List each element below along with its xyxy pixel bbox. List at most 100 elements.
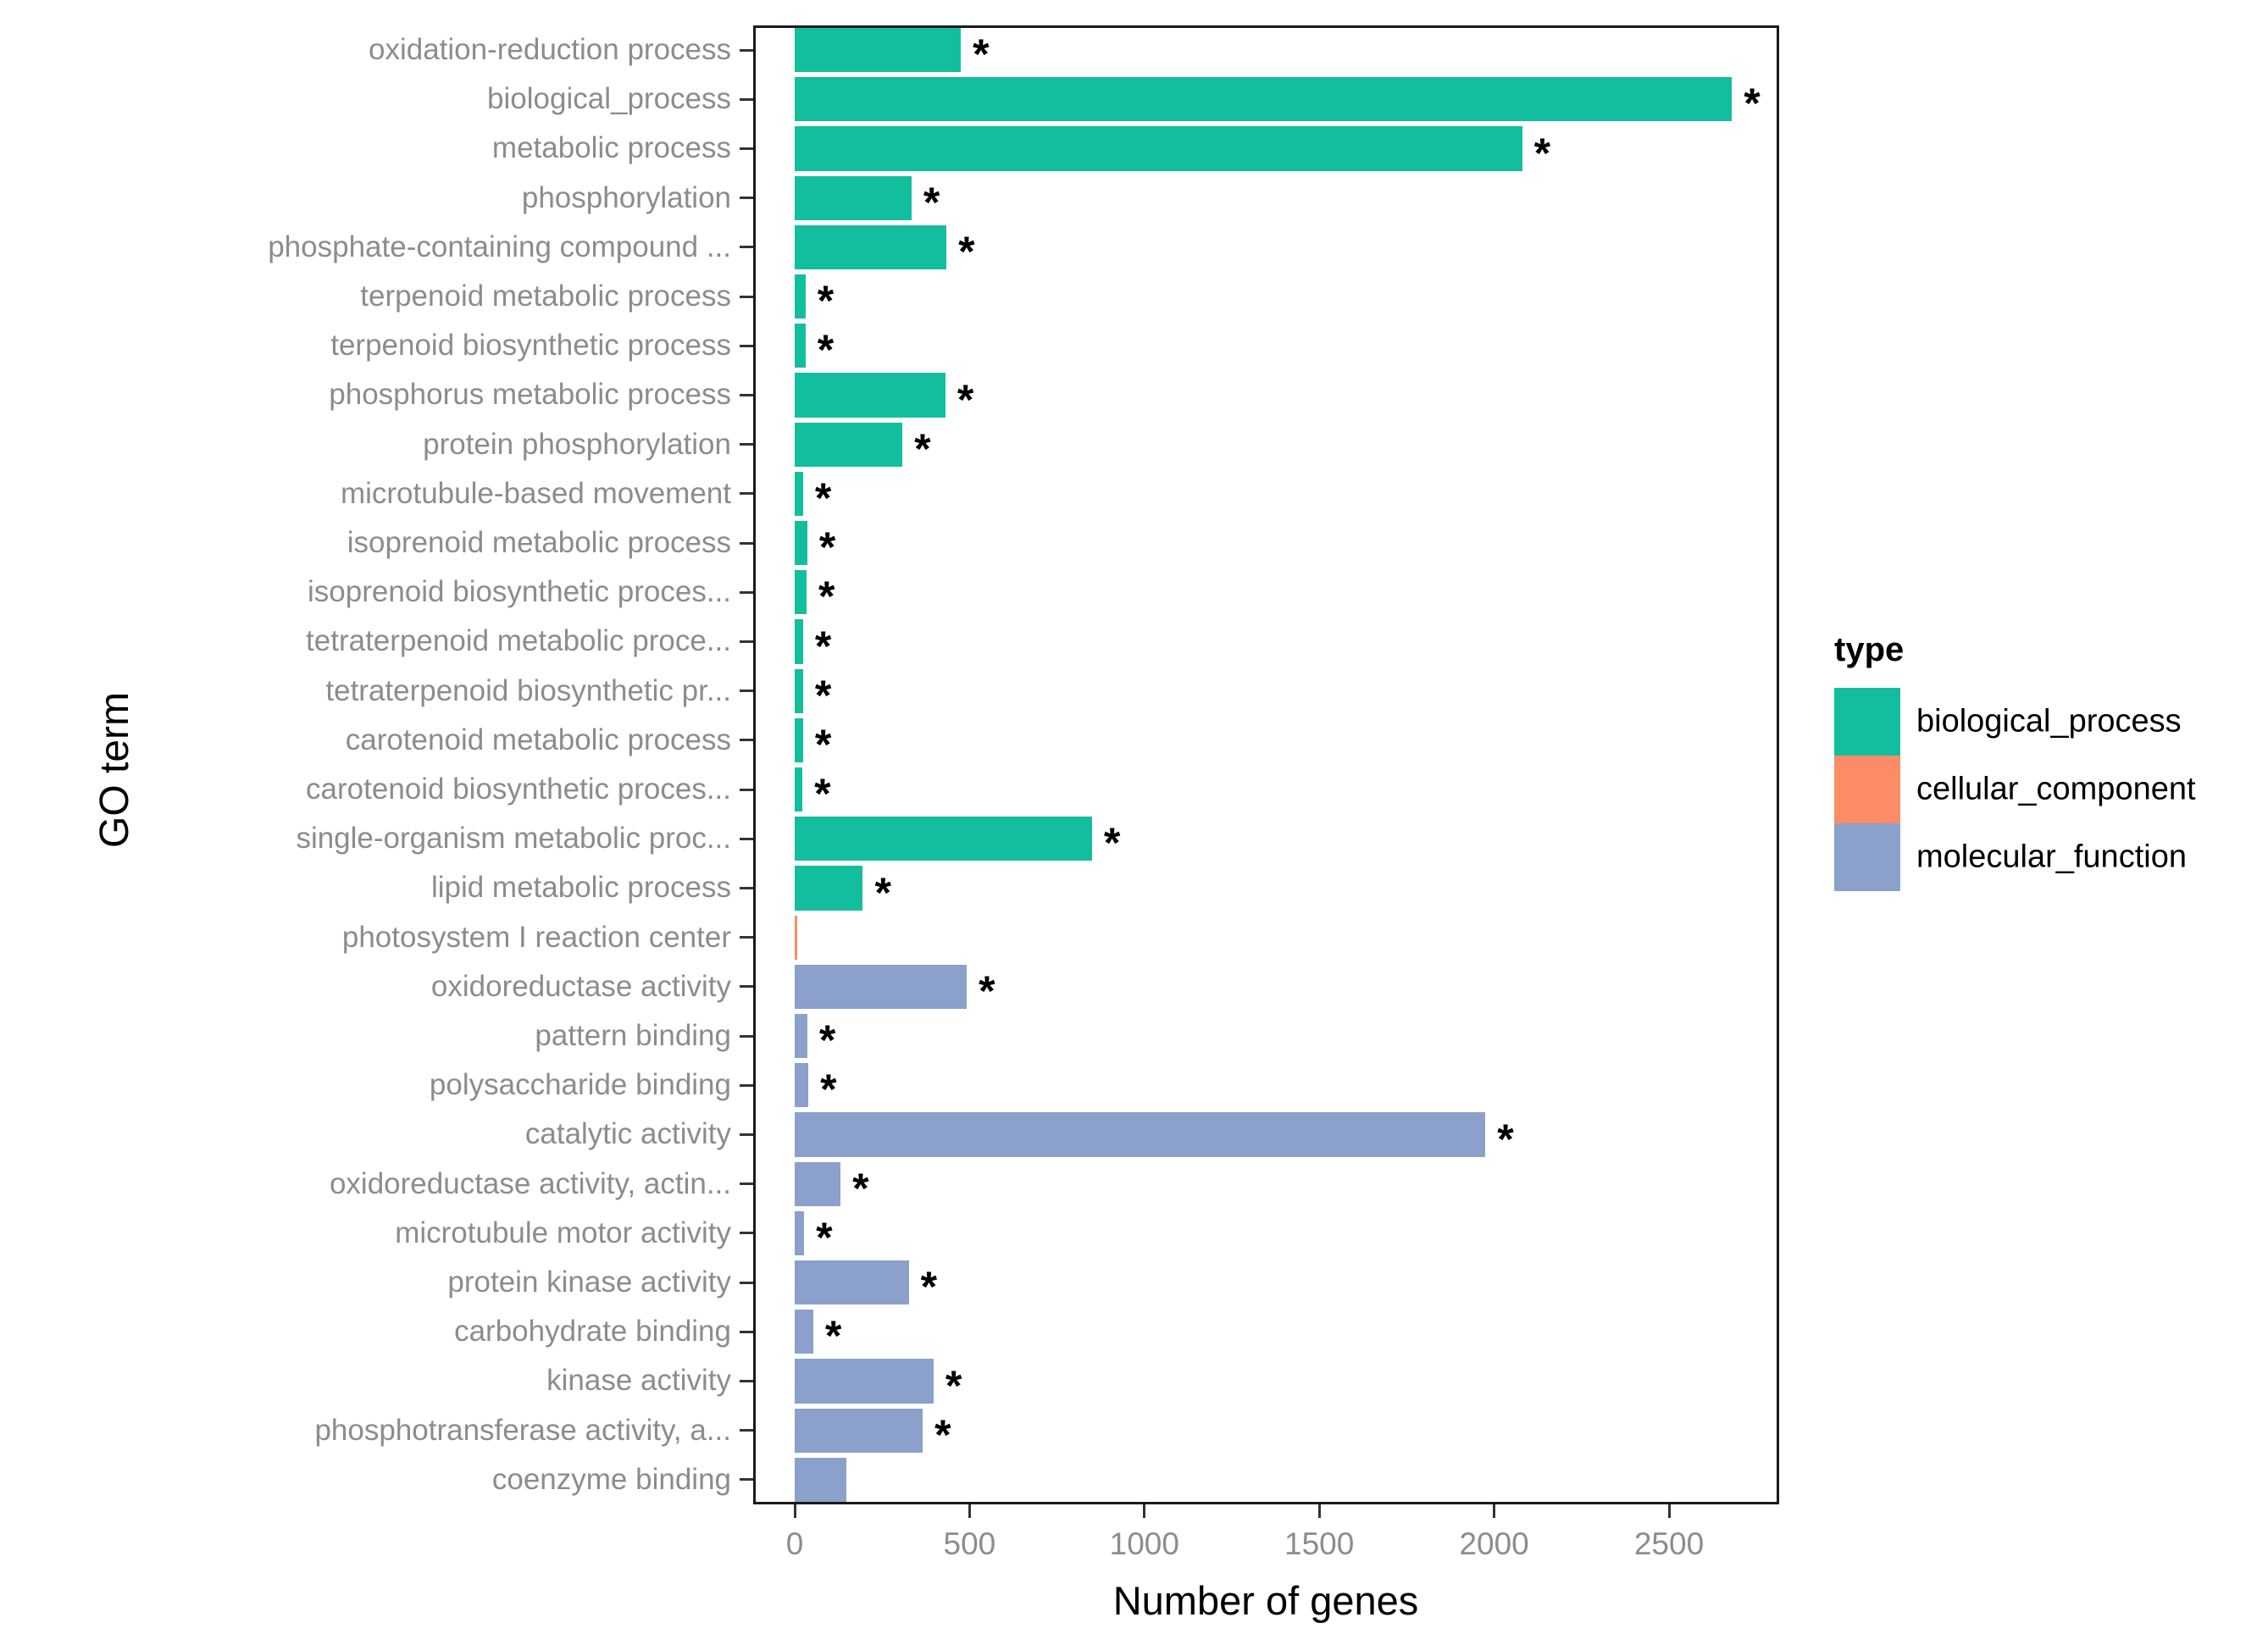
bar xyxy=(795,1310,813,1354)
significance-star: * xyxy=(973,30,990,79)
y-axis-label: pattern binding xyxy=(535,1019,731,1052)
significance-star: * xyxy=(934,1410,951,1459)
bar xyxy=(795,324,806,368)
x-tick-label: 2500 xyxy=(1633,1526,1705,1561)
y-tick-mark xyxy=(740,690,753,693)
y-axis-label: phosphotransferase activity, a... xyxy=(314,1413,731,1447)
significance-star: * xyxy=(818,1016,836,1065)
x-tick-mark xyxy=(1317,1504,1321,1518)
bar xyxy=(795,28,962,73)
y-tick-mark xyxy=(740,1429,753,1432)
y-axis-label: phosphate-containing compound ... xyxy=(268,230,731,263)
legend-label: biological_process xyxy=(1916,703,2182,739)
y-tick-mark xyxy=(740,443,753,446)
bar xyxy=(795,964,968,1009)
y-tick-mark xyxy=(740,246,753,249)
significance-star: * xyxy=(818,523,836,572)
y-tick-mark xyxy=(740,492,753,496)
y-axis-label: protein phosphorylation xyxy=(423,427,731,461)
bar xyxy=(795,1112,1486,1157)
legend-label: molecular_function xyxy=(1916,839,2187,875)
y-tick-mark xyxy=(740,936,753,939)
y-tick-mark xyxy=(740,394,753,396)
bar xyxy=(795,619,803,664)
significance-star: * xyxy=(1497,1115,1514,1163)
y-tick-mark xyxy=(740,1380,753,1382)
significance-star: * xyxy=(852,1164,869,1212)
bar xyxy=(795,1014,807,1059)
y-tick-mark xyxy=(740,97,753,101)
y-axis-label: terpenoid biosynthetic process xyxy=(330,329,731,363)
y-axis-label: microtubule-based movement xyxy=(340,476,731,510)
bar xyxy=(795,767,803,812)
significance-star: * xyxy=(914,424,931,473)
y-tick-mark xyxy=(740,48,753,52)
x-tick-mark xyxy=(1143,1504,1146,1518)
y-axis-label: phosphorylation xyxy=(521,180,731,214)
bar xyxy=(795,915,798,960)
legend-label: cellular_component xyxy=(1916,771,2196,807)
bar xyxy=(795,175,912,220)
legend-title: type xyxy=(1834,631,1905,668)
y-axis-label: oxidoreductase activity xyxy=(430,969,731,1003)
y-tick-mark xyxy=(740,1133,753,1136)
bar xyxy=(795,1457,847,1502)
y-tick-mark xyxy=(740,590,753,594)
significance-star: * xyxy=(814,720,832,768)
x-tick-mark xyxy=(1493,1504,1496,1518)
x-axis-title: Number of genes xyxy=(1112,1578,1419,1623)
bar xyxy=(795,422,903,467)
y-axis-label: single-organism metabolic proc... xyxy=(296,822,731,856)
legend-entry: biological_process xyxy=(1834,688,2268,756)
legend-entry: cellular_component xyxy=(1834,756,2268,823)
significance-star: * xyxy=(824,1312,842,1360)
y-axis-label: oxidoreductase activity, actin... xyxy=(329,1166,731,1200)
legend-swatch-molecular-function xyxy=(1834,823,1900,891)
y-tick-mark xyxy=(740,837,753,840)
x-tick-label: 1500 xyxy=(1284,1526,1355,1561)
significance-star: * xyxy=(979,967,995,1015)
y-axis-label: photosystem I reaction center xyxy=(341,920,731,954)
bar xyxy=(795,1260,909,1305)
significance-star: * xyxy=(1103,819,1121,867)
y-axis-label: lipid metabolic process xyxy=(430,871,731,905)
y-tick-mark xyxy=(740,295,753,298)
bar xyxy=(795,668,803,713)
y-tick-mark xyxy=(740,887,753,889)
y-tick-mark xyxy=(740,1183,753,1186)
legend: type biological_process cellular_compone… xyxy=(1834,631,2268,891)
y-tick-mark xyxy=(740,788,753,791)
y-tick-mark xyxy=(740,1478,753,1482)
y-axis-label: biological_process xyxy=(487,82,731,116)
y-axis-label: polysaccharide binding xyxy=(429,1068,731,1102)
significance-star: * xyxy=(814,770,831,818)
bar xyxy=(795,1408,923,1453)
y-axis-label: tetraterpenoid metabolic proce... xyxy=(306,624,731,658)
y-tick-mark xyxy=(740,147,753,150)
y-tick-mark xyxy=(740,1281,753,1284)
legend-swatch-cellular-component xyxy=(1834,756,1900,823)
bar xyxy=(795,1063,809,1108)
significance-star: * xyxy=(874,868,891,917)
significance-star: * xyxy=(958,227,975,275)
y-axis-label: microtubule motor activity xyxy=(395,1216,731,1249)
y-tick-mark xyxy=(740,1330,753,1333)
significance-star: * xyxy=(816,1213,833,1261)
y-axis-label: catalytic activity xyxy=(524,1117,731,1151)
y-tick-mark xyxy=(740,344,753,347)
x-tick-mark xyxy=(1667,1504,1671,1518)
bar xyxy=(795,126,1522,171)
significance-star: * xyxy=(923,178,940,226)
bar xyxy=(795,471,803,516)
significance-star: * xyxy=(1744,80,1761,128)
x-tick-label: 0 xyxy=(785,1526,804,1561)
y-axis-label: carbohydrate binding xyxy=(454,1315,731,1349)
bar xyxy=(795,1161,841,1206)
significance-star: * xyxy=(1533,129,1551,177)
bar xyxy=(795,717,803,762)
bar xyxy=(795,1210,805,1255)
y-axis-label: tetraterpenoid biosynthetic pr... xyxy=(325,673,731,707)
y-tick-mark xyxy=(740,197,753,200)
x-tick-mark xyxy=(968,1504,971,1518)
significance-star: * xyxy=(957,375,974,424)
